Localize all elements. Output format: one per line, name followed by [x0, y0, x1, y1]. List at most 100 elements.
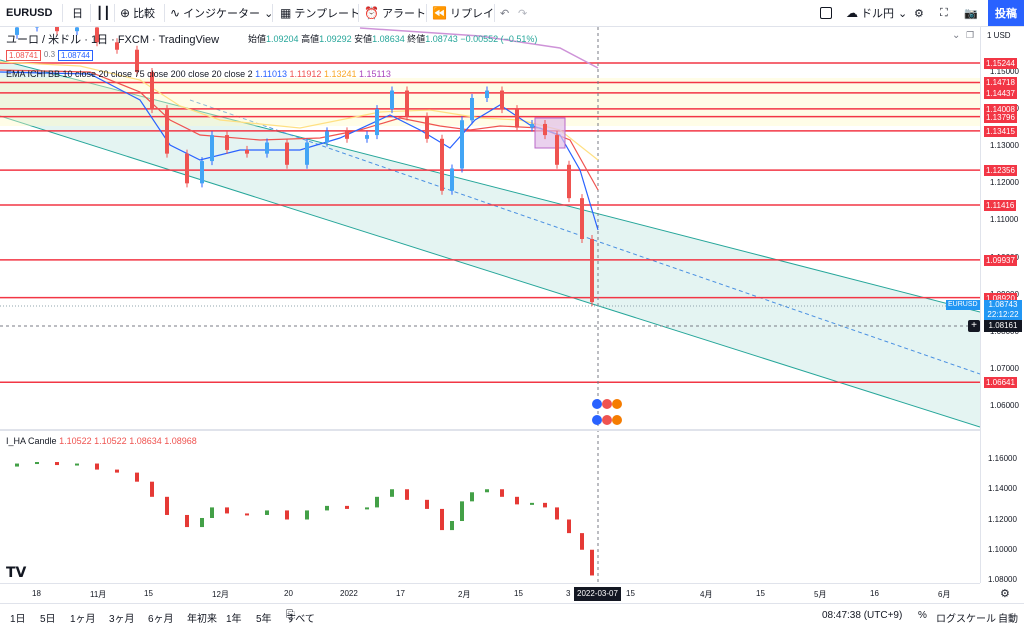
candle-body	[210, 135, 214, 161]
candle-body	[265, 143, 269, 154]
layout-button[interactable]	[820, 0, 832, 26]
snapshot-button[interactable]: 📷	[964, 0, 978, 26]
candle-body	[515, 109, 519, 128]
ha-candle-body	[555, 507, 559, 519]
alert-button[interactable]: ⏰アラート	[364, 0, 426, 26]
candle-body	[285, 143, 289, 165]
time-tick-label: 6月	[938, 589, 950, 600]
sell-button[interactable]: 1.08741	[6, 50, 41, 61]
camera-icon: 📷	[964, 7, 978, 20]
range-button[interactable]: 1日	[10, 610, 26, 625]
goto-date-icon[interactable]: ⎘	[286, 609, 295, 622]
cloud-icon: ☁	[846, 6, 858, 20]
compare-button[interactable]: ⊕比較	[120, 0, 155, 26]
candle-body	[375, 109, 379, 135]
clock[interactable]: 08:47:38 (UTC+9)	[822, 610, 902, 621]
range-button[interactable]: 1年	[226, 610, 242, 625]
chart-type-button[interactable]: ┃┃	[96, 0, 113, 26]
candle-body	[245, 150, 249, 154]
ha-candle-body	[135, 473, 139, 482]
buy-button[interactable]: 1.08744	[58, 50, 93, 61]
indicators-label: インジケーター	[183, 5, 260, 21]
percent-button[interactable]: %	[918, 610, 927, 621]
close-value: 1.08743	[425, 34, 458, 44]
ha-tick-label: 1.14000	[988, 484, 1017, 493]
currency-unit[interactable]: 1 USD	[987, 31, 1011, 40]
replay-icon: ⏪	[432, 6, 447, 20]
ha-value-2: 1.10522	[94, 436, 127, 446]
candle-body	[590, 239, 594, 302]
ha-candle-body	[185, 515, 189, 527]
level-price-tag: 1.06641	[984, 377, 1017, 388]
time-tick-label: 16	[870, 589, 879, 598]
settings-button[interactable]: ⚙	[914, 0, 924, 26]
open-value: 1.09204	[266, 34, 299, 44]
level-price-tag: 1.13415	[984, 126, 1017, 137]
ha-tick-label: 1.12000	[988, 515, 1017, 524]
spread-value: 0.3	[44, 50, 55, 61]
indicators-button[interactable]: ∿インジケーター⌄	[170, 0, 273, 26]
ichi-value-2: 1.11912	[290, 69, 322, 79]
crosshair-price-tag: 1.08161	[984, 320, 1022, 332]
redo-button[interactable]: ↷	[518, 0, 527, 26]
minimize-icon[interactable]: ⌄	[952, 30, 960, 41]
ha-candle-body	[460, 501, 464, 521]
ha-value-4: 1.08968	[164, 436, 197, 446]
restore-icon[interactable]: ❐	[966, 30, 974, 41]
undo-icon: ↶	[500, 7, 509, 20]
post-button[interactable]: 投稿	[988, 0, 1024, 26]
ha-legend: I_HA Candle 1.10522 1.10522 1.08634 1.08…	[6, 436, 197, 446]
ha-candle-body	[15, 464, 19, 467]
change-value: −0.00552 (−0.51%)	[460, 34, 537, 44]
interval-button[interactable]: 日	[72, 0, 83, 26]
add-alert-icon[interactable]: +	[968, 320, 980, 332]
level-price-tag: 1.12356	[984, 165, 1017, 176]
gear-icon: ⚙	[914, 7, 924, 20]
ichi-value-3: 1.13241	[324, 69, 357, 79]
event-icon	[612, 415, 622, 425]
undo-button[interactable]: ↶	[500, 0, 509, 26]
ichi-value-4: 1.15113	[359, 69, 391, 79]
ha-candle-body	[165, 497, 169, 515]
range-button[interactable]: 年初来	[187, 610, 217, 625]
time-tick-label: 2月	[458, 589, 470, 600]
ha-candle-body	[35, 462, 39, 464]
trade-panel: 1.08741 0.3 1.08744	[6, 50, 93, 61]
range-button[interactable]: 5年	[256, 610, 272, 625]
range-button[interactable]: 6ヶ月	[148, 610, 174, 625]
ha-candle-body	[115, 470, 119, 473]
time-tick-label: 12月	[212, 589, 229, 600]
plus-circle-icon: ⊕	[120, 6, 130, 20]
ha-candle-body	[590, 550, 594, 576]
ha-tick-label: 1.16000	[988, 454, 1017, 463]
time-tick-label: 4月	[700, 589, 712, 600]
axis-settings-icon[interactable]: ⚙	[1000, 587, 1010, 600]
price-tick-label: 1.07000	[990, 364, 1019, 373]
log-scale-button[interactable]: ログスケール	[936, 610, 996, 625]
range-button[interactable]: 1ヶ月	[70, 610, 96, 625]
ha-candle-body	[325, 506, 329, 511]
candle-body	[580, 198, 584, 239]
candle-body	[425, 117, 429, 139]
templates-button[interactable]: ▦テンプレート	[280, 0, 360, 26]
time-tick-label: 15	[626, 589, 635, 598]
candle-body	[325, 131, 329, 142]
range-button[interactable]: 5日	[40, 610, 56, 625]
alarm-clock-icon: ⏰	[364, 6, 379, 20]
ohlc-legend: 始値1.09204 高値1.09292 安値1.08634 終値1.08743 …	[248, 32, 537, 45]
candle-body	[567, 165, 571, 198]
candle-body	[200, 161, 204, 183]
replay-button[interactable]: ⏪リプレイ	[432, 0, 494, 26]
ha-candle-body	[225, 507, 229, 513]
range-button[interactable]: 3ヶ月	[109, 610, 135, 625]
fullscreen-button[interactable]: ⛶	[940, 0, 948, 26]
ha-tick-label: 1.08000	[988, 575, 1017, 584]
ha-candle-body	[450, 521, 454, 530]
layout-name-button[interactable]: ☁ドル円⌄	[846, 0, 907, 26]
low-label: 安値	[354, 34, 372, 44]
symbol-button[interactable]: EURUSD	[6, 0, 52, 26]
auto-scale-button[interactable]: 自動	[998, 610, 1018, 625]
top-toolbar: EURUSD 日 ┃┃ ⊕比較 ∿インジケーター⌄ ▦テンプレート ⏰アラート …	[0, 0, 1024, 27]
price-chart[interactable]: TV	[0, 27, 980, 583]
ha-candle-body	[210, 507, 214, 518]
